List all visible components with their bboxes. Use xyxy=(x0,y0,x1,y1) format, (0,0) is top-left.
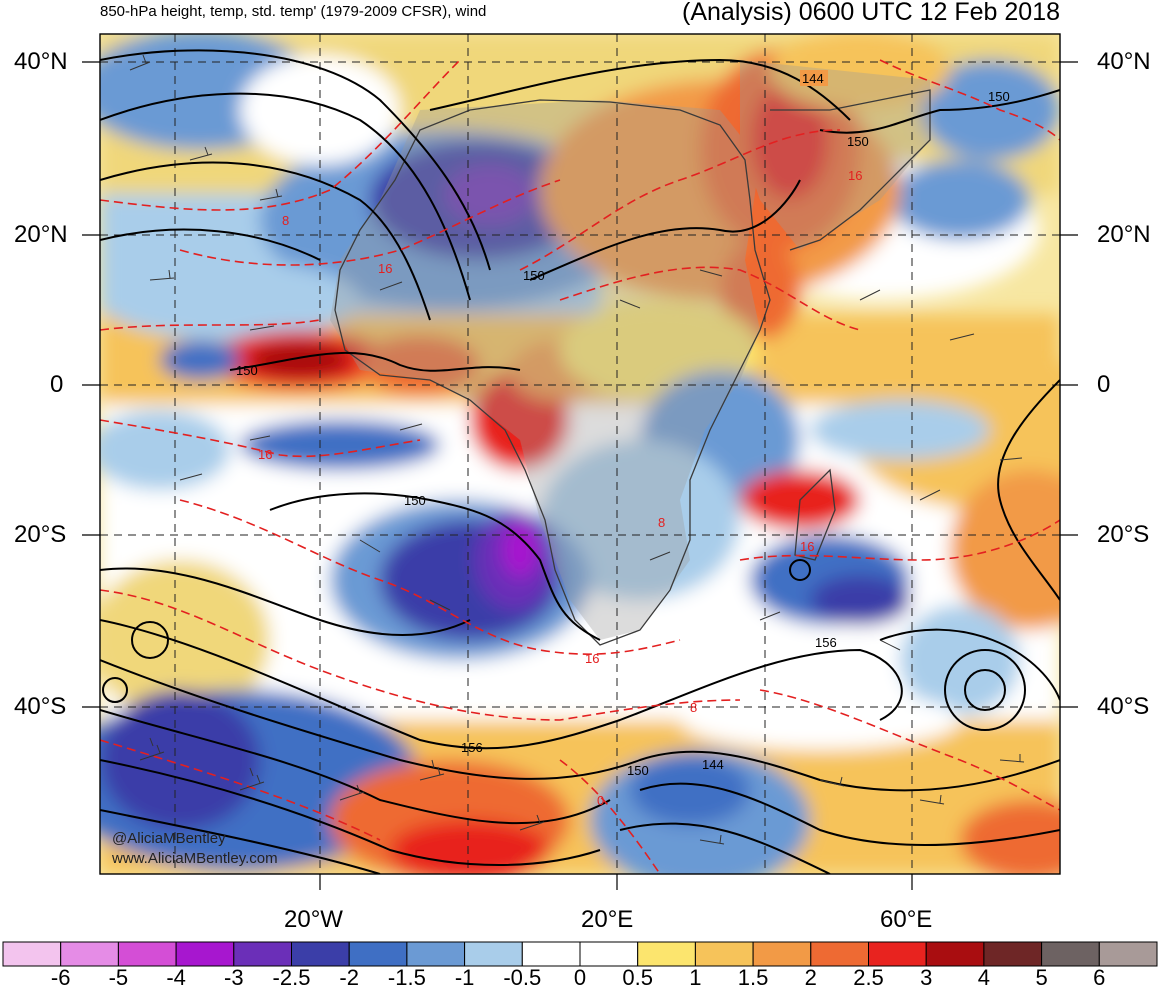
colorbar-tick-label: 5 xyxy=(1035,965,1048,990)
colorbar-swatch xyxy=(868,941,927,967)
map-panel: 144 150 150 150 150 150 156 156 150 144 … xyxy=(100,34,1060,874)
colorbar-swatch xyxy=(291,941,350,967)
temperature-contours xyxy=(100,59,1060,874)
colorbar-swatch xyxy=(925,941,985,967)
axis-ticks xyxy=(82,61,1078,890)
lat-label-right: 40°S xyxy=(1097,693,1150,720)
temp-label: 16 xyxy=(585,651,599,666)
lon-label: 20°E xyxy=(581,906,634,933)
lat-label-left: 20°N xyxy=(14,221,68,248)
height-label: 150 xyxy=(627,763,649,778)
lat-label-right: 20°N xyxy=(1097,221,1151,248)
height-label: 144 xyxy=(802,71,824,86)
analysis-time: (Analysis) 0600 UTC 12 Feb 2018 xyxy=(682,0,1060,26)
colorbar-swatch xyxy=(2,941,62,967)
temp-label: 16 xyxy=(378,261,392,276)
colorbar-swatch xyxy=(1041,941,1100,967)
height-label: 150 xyxy=(404,493,426,508)
colorbar-tick-label: 4 xyxy=(977,965,991,990)
colorbar-tick-label: 0 xyxy=(573,965,587,990)
lon-label: 20°W xyxy=(284,906,343,933)
lat-label-right: 40°N xyxy=(1097,48,1151,75)
map-frame xyxy=(99,33,1061,875)
temp-label: 16 xyxy=(800,539,814,554)
colorbar-tick-label: 2 xyxy=(804,965,817,990)
lat-label-left: 40°N xyxy=(14,48,68,75)
height-label: 150 xyxy=(988,89,1010,104)
contour-labels: 144 150 150 150 150 150 156 156 150 144 … xyxy=(236,70,1010,808)
height-label: 156 xyxy=(815,635,837,650)
colorbar-tick-label: -1 xyxy=(454,965,475,990)
temp-label: 8 xyxy=(658,515,665,530)
temperature-anomaly-shading xyxy=(100,34,1060,874)
wind-barbs xyxy=(129,54,1025,845)
colorbar-tick-label: -5 xyxy=(108,965,129,990)
colorbar-tick-label: -6 xyxy=(50,965,71,990)
temp-label: 8 xyxy=(690,700,697,715)
colorbar-tick-label: -0.5 xyxy=(503,965,542,990)
colorbar-swatch xyxy=(1098,941,1158,967)
colorbar-swatch xyxy=(637,941,696,967)
colorbar-swatch xyxy=(521,941,581,967)
colorbar-swatch xyxy=(406,941,466,967)
lat-label-left: 20°S xyxy=(14,521,67,548)
colorbar-swatch xyxy=(348,941,408,967)
temp-label: 16 xyxy=(258,447,272,462)
colorbar-swatch xyxy=(579,941,639,967)
colorbar-swatch xyxy=(694,941,754,967)
temp-label: 8 xyxy=(282,213,289,228)
colorbar-swatch xyxy=(175,941,235,967)
colorbar-tick-label: 1 xyxy=(689,965,702,990)
height-label: 156 xyxy=(461,740,483,755)
colorbar-tick-label: 2.5 xyxy=(853,965,884,990)
colorbar-tick-label: 6 xyxy=(1093,965,1106,990)
colorbar-swatch xyxy=(464,941,523,967)
lat-label-left: 0 xyxy=(50,371,64,398)
colorbar-swatch xyxy=(752,941,812,967)
colorbar-tick-label: 3 xyxy=(920,965,933,990)
coastlines xyxy=(334,89,931,646)
colorbar-swatch xyxy=(983,941,1043,967)
height-label: 150 xyxy=(523,268,545,283)
lon-label: 60°E xyxy=(880,906,933,933)
colorbar-swatch xyxy=(810,941,869,967)
graticule xyxy=(100,34,1060,874)
height-contours xyxy=(100,49,1060,874)
colorbar-swatch xyxy=(117,941,177,967)
lat-label-left: 40°S xyxy=(14,693,67,720)
temp-label: 16 xyxy=(848,168,862,183)
credit-website: www.AliciaMBentley.com xyxy=(112,850,278,867)
lat-label-right: 0 xyxy=(1097,371,1111,398)
height-label: 150 xyxy=(847,134,869,149)
colorbar-swatch xyxy=(233,941,293,967)
map-subtitle: 850-hPa height, temp, std. temp' (1979-2… xyxy=(100,3,487,20)
temp-label: 0 xyxy=(597,793,604,808)
colorbar xyxy=(2,941,1158,967)
height-label: 144 xyxy=(702,757,724,772)
lat-label-right: 20°S xyxy=(1097,521,1150,548)
colorbar-tick-label: -3 xyxy=(224,965,244,990)
colorbar-tick-label: -2.5 xyxy=(272,965,311,990)
colorbar-tick-label: -4 xyxy=(166,965,186,990)
height-label: 150 xyxy=(236,363,258,378)
colorbar-tick-label: -1.5 xyxy=(387,965,426,990)
credit-handle: @AliciaMBentley xyxy=(112,830,226,847)
colorbar-tick-label: -2 xyxy=(339,965,359,990)
colorbar-tick-label: 0.5 xyxy=(622,965,653,990)
colorbar-tick-label: 1.5 xyxy=(737,965,769,990)
colorbar-swatch xyxy=(60,941,119,967)
